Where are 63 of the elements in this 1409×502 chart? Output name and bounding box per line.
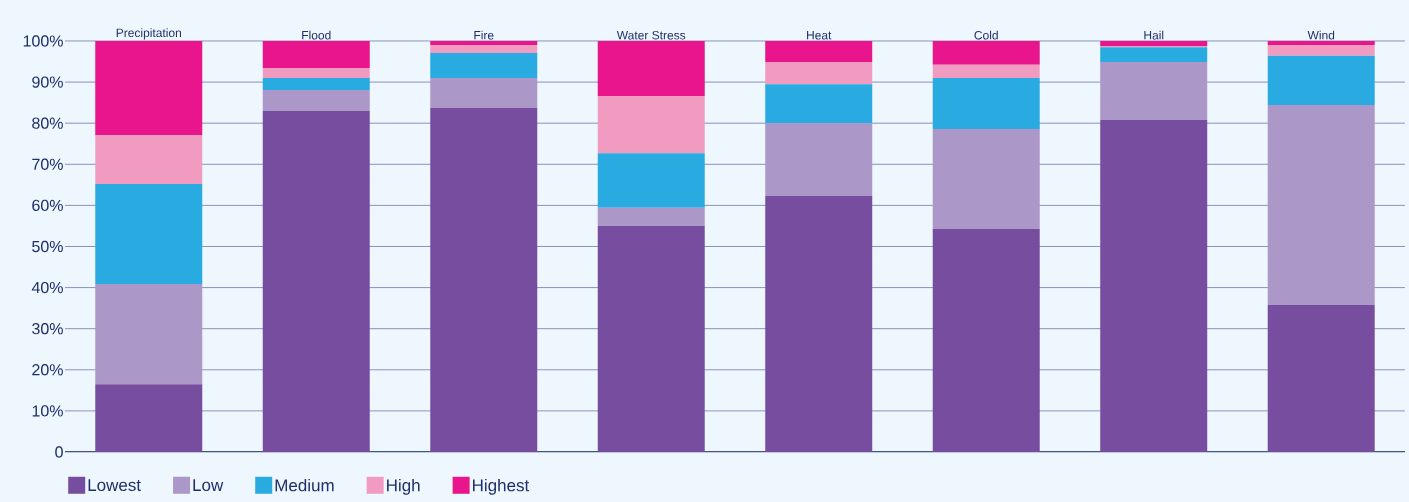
x-tick-label: Fire [474,30,494,40]
bar [1267,304,1375,452]
x-tick-label: Wind [1307,30,1335,40]
x-tick-label: Heat [807,31,832,40]
y-tick-label: 100% [23,35,63,47]
bar [597,96,705,154]
bar [262,40,370,69]
y-tick-label: 60% [32,199,63,212]
y-tick-label: 0 [55,446,63,458]
bar [95,135,203,185]
y-tick-label: 40% [31,281,63,294]
x-tick-label: Precipitation [116,28,181,40]
y-tick-label: 70% [32,158,63,170]
x-tick-label: Flood [302,30,331,40]
bar [430,40,538,46]
y-tick-label: 10% [32,405,63,417]
bar [262,89,370,111]
bar [597,40,705,97]
bar [765,195,873,452]
bar [597,225,705,452]
bar [765,40,873,62]
x-tick-label: Cold [974,30,998,40]
bar [932,228,1040,452]
legend-label: Lowest [88,479,141,492]
legend-label: Medium [275,478,334,492]
bar [262,110,370,452]
bar [430,52,538,78]
bar [95,283,203,385]
legend-label: Low [193,479,224,492]
y-tick-label: 30% [32,323,63,335]
bar [932,64,1040,78]
bar [1267,55,1375,106]
bar [597,207,705,226]
y-tick-label: 20% [32,364,63,376]
bar [1100,47,1208,62]
legend-label: High [387,478,420,495]
legend-label: Highest [473,478,530,495]
bar [1267,45,1375,56]
bar [597,153,705,208]
bar [430,107,538,452]
bar [262,77,370,90]
x-tick-label: Water Stress [616,30,686,40]
bar [95,184,203,284]
bar [765,61,873,85]
bar [932,77,1040,129]
x-tick-label: Hail [1144,30,1164,40]
bar [430,77,538,108]
bar [95,40,203,136]
bar [1100,40,1208,46]
bar [765,84,873,124]
bar [430,45,538,53]
bar [262,68,370,78]
y-tick-label: 90% [32,76,63,88]
bar [932,128,1040,229]
y-tick-label: 50% [32,240,63,253]
bar [1100,61,1208,120]
bar [95,384,203,452]
bar [765,123,873,196]
bar [1267,40,1375,46]
bar [1267,105,1375,305]
y-tick-label: 80% [32,117,63,129]
bar [1100,119,1208,452]
bar [932,40,1040,65]
